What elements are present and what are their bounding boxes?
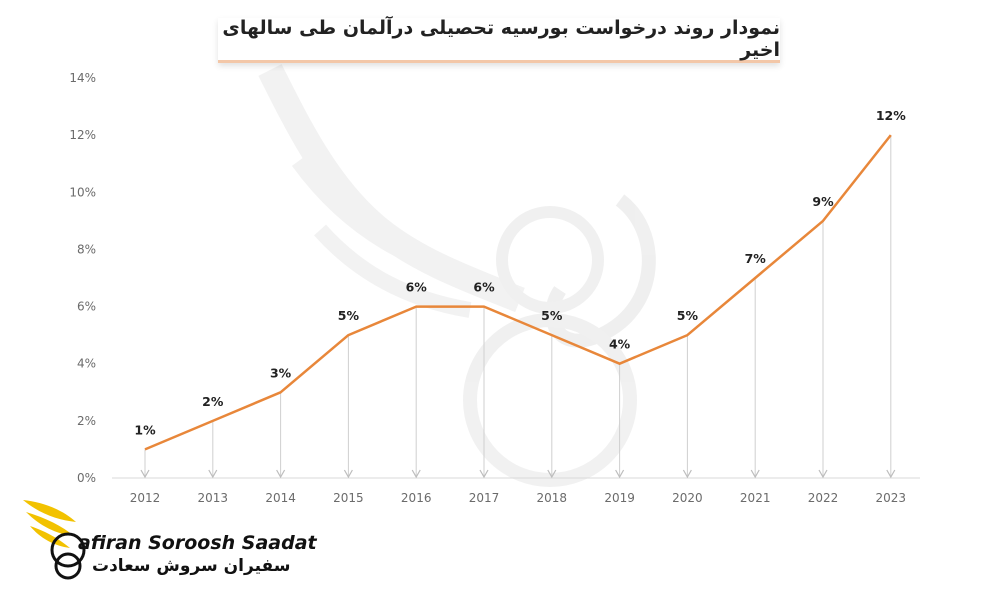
data-label: 4% <box>609 337 631 352</box>
y-tick-label: 14% <box>69 71 96 85</box>
drop-arrow <box>886 469 896 479</box>
x-tick-label: 2022 <box>808 491 839 505</box>
series-line <box>144 134 892 451</box>
x-tick-label: 2012 <box>130 491 161 505</box>
x-tick-label: 2013 <box>198 491 229 505</box>
y-tick-label: 4% <box>77 357 96 371</box>
x-tick-label: 2021 <box>740 491 771 505</box>
x-tick-label: 2017 <box>469 491 500 505</box>
x-tick-label: 2015 <box>333 491 364 505</box>
y-tick-label: 8% <box>77 242 96 256</box>
drop-arrow <box>140 469 150 479</box>
data-label: 6% <box>473 280 495 295</box>
data-label: 5% <box>541 308 563 323</box>
drop-arrow <box>615 469 625 479</box>
watermark-icon <box>258 64 656 487</box>
drop-arrow <box>208 469 218 479</box>
data-label: 5% <box>677 308 699 323</box>
data-label: 3% <box>270 365 292 380</box>
x-tick-label: 2014 <box>265 491 296 505</box>
logo-text-fa: سفیران سروش سعادت <box>92 556 291 576</box>
data-label: 2% <box>202 394 224 409</box>
drop-arrow <box>750 469 760 479</box>
data-label: 1% <box>134 422 156 437</box>
drop-arrow <box>682 469 692 479</box>
x-tick-label: 2020 <box>672 491 703 505</box>
drop-arrow <box>276 469 286 479</box>
chart-title: نمودار روند درخواست بورسیه تحصیلی درآلما… <box>218 17 780 63</box>
drop-arrow <box>343 469 353 479</box>
x-tick-label: 2023 <box>876 491 907 505</box>
y-tick-label: 10% <box>69 185 96 199</box>
data-label: 9% <box>812 194 834 209</box>
y-tick-label: 12% <box>69 128 96 142</box>
drop-arrow <box>818 469 828 479</box>
drop-arrow <box>547 469 557 479</box>
y-tick-label: 2% <box>77 414 96 428</box>
company-logo <box>18 492 308 592</box>
data-label: 7% <box>745 251 767 266</box>
data-label: 5% <box>338 308 360 323</box>
y-tick-label: 0% <box>77 471 96 485</box>
drop-arrow <box>479 469 489 479</box>
x-tick-label: 2019 <box>604 491 635 505</box>
x-tick-label: 2018 <box>537 491 568 505</box>
data-label: 12% <box>876 108 906 123</box>
data-label: 6% <box>406 280 428 295</box>
drop-arrow <box>411 469 421 479</box>
logo-text-en: afiran Soroosh Saadat <box>78 532 317 554</box>
wing-icon <box>23 500 76 522</box>
y-tick-label: 6% <box>77 300 96 314</box>
x-tick-label: 2016 <box>401 491 432 505</box>
